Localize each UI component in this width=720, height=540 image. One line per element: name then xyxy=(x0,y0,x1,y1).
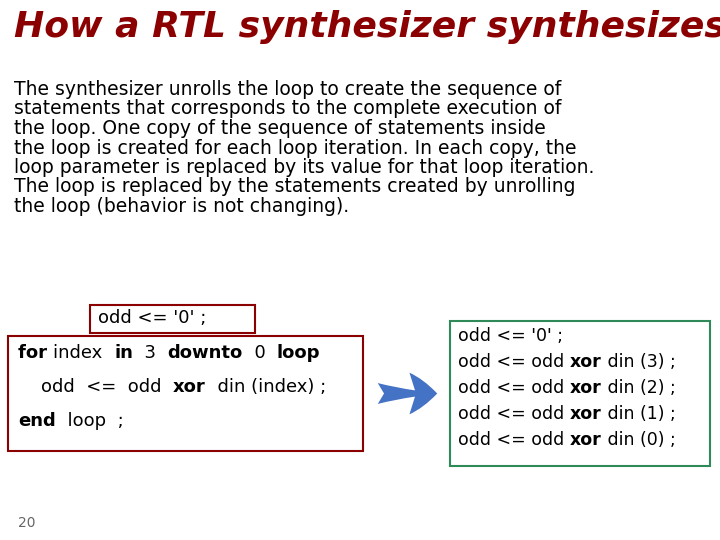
Text: the loop is created for each loop iteration. In each copy, the: the loop is created for each loop iterat… xyxy=(14,138,577,158)
Text: end: end xyxy=(18,412,55,430)
Text: odd <= odd: odd <= odd xyxy=(458,405,570,423)
Text: the loop. One copy of the sequence of statements inside: the loop. One copy of the sequence of st… xyxy=(14,119,546,138)
Text: din (1) ;: din (1) ; xyxy=(601,405,675,423)
Text: odd <= odd: odd <= odd xyxy=(458,379,570,397)
Text: din (3) ;: din (3) ; xyxy=(601,353,675,371)
Text: How a RTL synthesizer synthesizes a loop: How a RTL synthesizer synthesizes a loop xyxy=(14,10,720,44)
Text: The loop is replaced by the statements created by unrolling: The loop is replaced by the statements c… xyxy=(14,178,575,197)
Bar xyxy=(450,321,710,466)
Text: loop  ;: loop ; xyxy=(55,412,124,430)
Text: in: in xyxy=(114,344,133,362)
Text: loop parameter is replaced by its value for that loop iteration.: loop parameter is replaced by its value … xyxy=(14,158,595,177)
Text: din (2) ;: din (2) ; xyxy=(601,379,675,397)
Text: downto: downto xyxy=(167,344,243,362)
Bar xyxy=(90,305,255,333)
Text: 20: 20 xyxy=(18,516,35,530)
Text: 0: 0 xyxy=(243,344,277,362)
Text: statements that corresponds to the complete execution of: statements that corresponds to the compl… xyxy=(14,99,562,118)
Text: odd <= odd: odd <= odd xyxy=(458,431,570,449)
Text: index: index xyxy=(53,344,114,362)
Text: xor: xor xyxy=(570,379,601,397)
Text: odd <= '0' ;: odd <= '0' ; xyxy=(98,309,207,327)
Text: for: for xyxy=(18,344,53,362)
Text: xor: xor xyxy=(570,405,601,423)
Bar xyxy=(8,336,363,451)
Text: xor: xor xyxy=(570,431,601,449)
Text: loop: loop xyxy=(277,344,320,362)
Text: odd  <=  odd: odd <= odd xyxy=(18,378,173,396)
Text: 3: 3 xyxy=(133,344,167,362)
Text: xor: xor xyxy=(570,353,601,371)
Text: The synthesizer unrolls the loop to create the sequence of: The synthesizer unrolls the loop to crea… xyxy=(14,80,562,99)
Text: odd <= '0' ;: odd <= '0' ; xyxy=(458,327,563,345)
Text: din (0) ;: din (0) ; xyxy=(601,431,675,449)
Text: xor: xor xyxy=(173,378,206,396)
Text: the loop (behavior is not changing).: the loop (behavior is not changing). xyxy=(14,197,349,216)
Text: din (index) ;: din (index) ; xyxy=(206,378,326,396)
Text: odd <= odd: odd <= odd xyxy=(458,353,570,371)
